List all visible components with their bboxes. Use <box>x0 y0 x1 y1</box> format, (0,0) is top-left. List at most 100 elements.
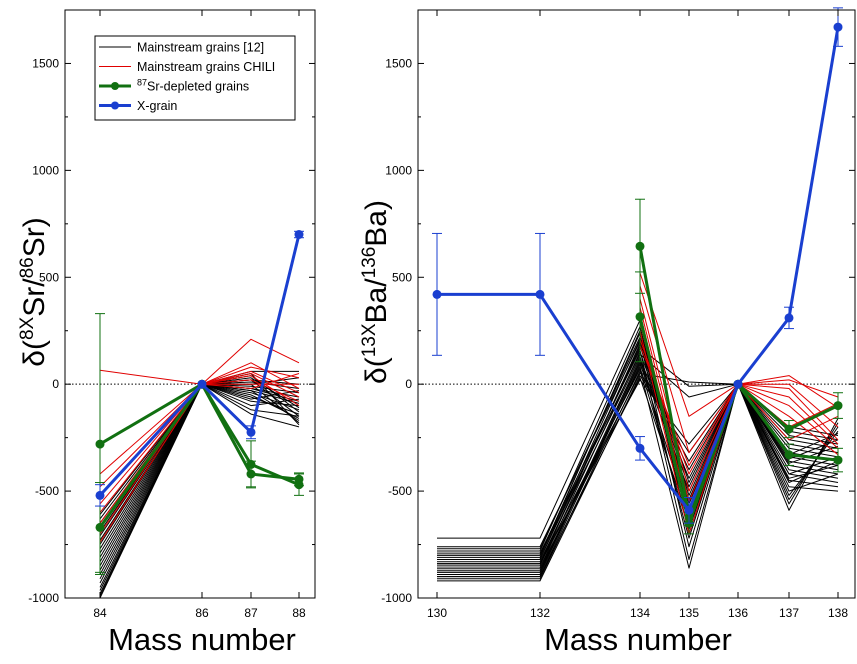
data-point <box>784 424 794 434</box>
x-tick-label: 132 <box>530 606 550 620</box>
y-tick-label: 0 <box>405 377 412 391</box>
y-tick-label: 1500 <box>385 56 412 70</box>
series-line-mainstream-grains-12- <box>99 383 300 567</box>
x-tick-label: 135 <box>679 606 699 620</box>
data-point <box>197 379 207 389</box>
series-line-mainstream-grains-12- <box>437 355 839 563</box>
legend-label: Mainstream grains CHILI <box>137 60 275 74</box>
y-tick-label: -1000 <box>381 591 412 605</box>
y-tick-label: 0 <box>52 377 59 391</box>
y-tick-label: -500 <box>35 484 59 498</box>
series-line-sr-depleted-grains <box>98 382 300 529</box>
series-line-mainstream-grains-12- <box>99 383 300 588</box>
legend-marker <box>111 82 119 90</box>
y-label-sup-2: 136 <box>359 247 380 279</box>
x-tick-label: 136 <box>728 606 748 620</box>
data-point <box>246 427 256 437</box>
x-tick-label: 88 <box>292 606 306 620</box>
legend-marker <box>111 101 119 110</box>
y-label-sup-1: 8X <box>17 316 38 340</box>
series-line-mainstream-grains-chili <box>99 383 299 513</box>
data-point <box>246 469 256 479</box>
data-point <box>294 474 304 484</box>
y-tick-label: -500 <box>388 484 412 498</box>
series-line-mainstream-grains-chili <box>99 362 300 535</box>
data-point <box>535 289 545 299</box>
series-line-mainstream-grains-chili <box>639 272 839 417</box>
data-point <box>784 313 794 323</box>
x-tick-label: 84 <box>93 606 107 620</box>
x-tick-label: 87 <box>244 606 258 620</box>
y-tick-label: 1000 <box>385 163 412 177</box>
x-axis-label: Mass number <box>544 622 732 657</box>
data-point <box>95 522 105 532</box>
series-line-x-grain <box>98 234 301 497</box>
y-tick-label: -1000 <box>28 591 59 605</box>
y-tick-label: 500 <box>392 270 412 284</box>
y-axis-label: δ(8XSr/86Sr) <box>17 217 51 366</box>
series-line-mainstream-grains-12- <box>437 336 839 550</box>
x-axis-label: Mass number <box>108 622 296 657</box>
x-tick-label: 130 <box>427 606 447 620</box>
data-point <box>635 241 645 251</box>
plot-series-layer <box>418 7 855 582</box>
plot-frame <box>417 9 856 599</box>
legend-label: Mainstream grains [12] <box>137 41 264 55</box>
data-point <box>684 505 694 515</box>
y-tick-label: 1000 <box>32 163 59 177</box>
series-line-mainstream-grains-chili <box>99 366 300 475</box>
y-axis-label: δ(13XBa/136Ba) <box>359 200 393 384</box>
data-point <box>432 289 442 299</box>
series-line-mainstream-grains-chili <box>99 379 300 505</box>
x-tick-label: 138 <box>828 606 848 620</box>
series-line-mainstream-grains-12- <box>99 383 300 545</box>
y-tick-label: 1500 <box>32 56 59 70</box>
series-line-mainstream-grains-12- <box>99 373 300 532</box>
series-line-mainstream-grains-chili <box>99 373 300 543</box>
y-label-mid: Ba/ <box>360 278 393 324</box>
series-line-mainstream-grains-12- <box>99 383 300 558</box>
x-tick-label: 137 <box>779 606 799 620</box>
axes: -1000 -500 0 500 1000 1500 130 132 134 135 136 137 1… <box>381 9 856 620</box>
data-point <box>635 443 645 453</box>
series-line-mainstream-grains-chili <box>99 338 300 385</box>
data-point <box>833 455 843 465</box>
data-point <box>733 379 743 389</box>
legend-label: X-grain <box>137 99 177 113</box>
plot-series-layer <box>65 230 315 599</box>
data-point <box>784 450 794 460</box>
series-line-mainstream-grains-chili <box>99 370 300 488</box>
legend-label: 87Sr-depleted grains <box>137 78 249 94</box>
y-label-mid: Sr/ <box>18 278 51 317</box>
legend-label-sup: 87 <box>137 78 147 88</box>
panel-ba: -1000 -500 0 500 1000 1500 130 132 134 135 136 137 1… <box>359 7 856 657</box>
data-point <box>95 490 105 500</box>
axes: -1000 -500 0 500 1000 1500 84 86 87 88 <box>28 9 316 620</box>
data-point <box>833 22 843 32</box>
legend-label-text: Sr-depleted grains <box>147 80 249 94</box>
data-point <box>635 312 645 322</box>
y-tick-label: 500 <box>39 270 59 284</box>
y-label-sup-1: 13X <box>359 323 380 357</box>
series-line-sr-depleted-grains <box>99 382 300 487</box>
series-line-mainstream-grains-12- <box>99 383 300 520</box>
series-line-mainstream-grains-12- <box>99 383 300 562</box>
x-tick-label: 134 <box>630 606 650 620</box>
y-label-prefix: δ( <box>18 340 51 367</box>
y-label-prefix: δ( <box>360 357 393 384</box>
series-line-mainstream-grains-12- <box>99 377 300 554</box>
panel-sr: -1000 -500 0 500 1000 1500 84 86 87 88 Mainstream… <box>17 9 316 657</box>
y-label-sup-2: 86 <box>17 257 38 278</box>
data-point <box>95 439 105 449</box>
series-line-mainstream-grains-12- <box>437 368 839 569</box>
series-line-mainstream-grains-12- <box>99 381 300 580</box>
legend: Mainstream grains [12] Mainstream grains … <box>94 35 296 121</box>
x-tick-label: 86 <box>195 606 209 620</box>
data-point <box>294 230 304 239</box>
y-label-suffix: Sr) <box>18 217 51 257</box>
data-point <box>833 401 843 411</box>
y-label-suffix: Ba) <box>360 200 393 247</box>
plot-frame <box>64 9 316 599</box>
series-line-mainstream-grains-chili <box>639 298 839 492</box>
